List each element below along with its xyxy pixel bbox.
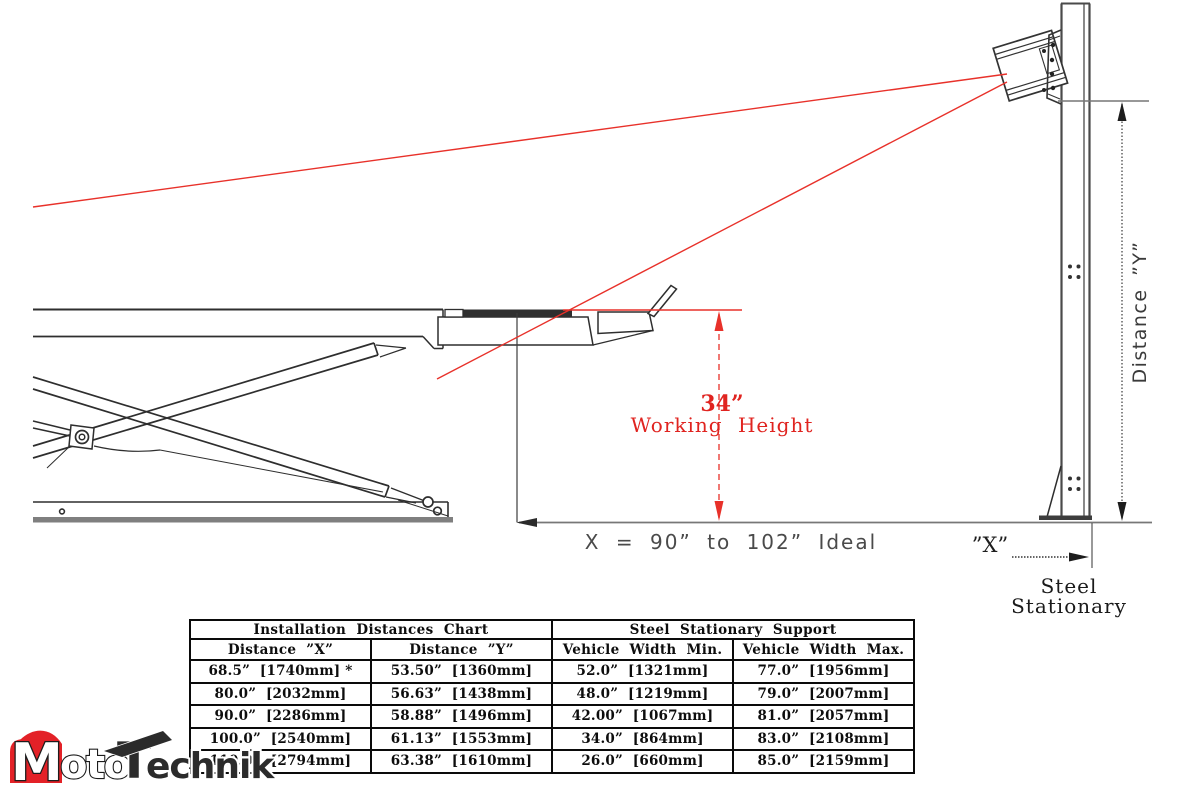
distance-y-label: Distance ”Y”	[1129, 240, 1151, 383]
cell-distance-x: 80.0” [2032mm]	[189, 681, 372, 706]
cylinder-rod	[32, 420, 71, 437]
cell-width-min: 34.0” [864mm]	[551, 726, 735, 751]
installation-distances-table: Installation Distances Chart Steel Stati…	[188, 619, 916, 774]
cell-width-min: 26.0” [660mm]	[551, 749, 735, 774]
wheel-stop-flap	[646, 284, 678, 318]
column-header-distance-y: Distance ”Y”	[369, 638, 554, 661]
lift-base	[33, 501, 453, 523]
foot-tie-line	[397, 499, 449, 517]
dimension-lines	[516, 100, 1152, 568]
base-frame-line	[33, 501, 449, 517]
column-header-width-min: Vehicle Width Min.	[551, 638, 735, 661]
x-dimension-label: ”X”	[972, 533, 1008, 557]
table-row: 80.0” [2032mm] 56.63” [1438mm] 48.0” [12…	[189, 681, 916, 706]
working-height-arrow-bottom	[714, 501, 724, 521]
arm-top-gusset	[375, 344, 407, 358]
x-ideal-note: X = 90” to 102” Ideal	[585, 530, 877, 554]
cell-distance-x: 110.0” [2794mm]	[189, 749, 372, 774]
projector-panel	[1038, 44, 1061, 75]
arm-descending	[32, 376, 390, 498]
ground-bar	[33, 517, 453, 523]
cell-distance-y: 56.63” [1438mm]	[369, 681, 554, 706]
bracket-hatch	[1047, 35, 1061, 100]
working-height-arrow-top	[714, 311, 724, 331]
hydraulic-cylinder	[32, 420, 161, 469]
cell-distance-y: 53.50” [1360mm]	[369, 659, 554, 684]
table-group-header-installation: Installation Distances Chart	[188, 619, 554, 640]
deck-box	[437, 316, 594, 346]
table-row: 100.0” [2540mm] 61.13” [1553mm] 34.0” [8…	[189, 726, 916, 751]
cell-width-min: 48.0” [1219mm]	[551, 681, 735, 706]
support-link	[46, 445, 71, 469]
hose-curve	[93, 445, 161, 452]
projector-louvers	[994, 36, 1067, 96]
camera-projector	[992, 29, 1069, 105]
laser-line-lower	[436, 81, 1008, 380]
laser-projection	[32, 73, 1008, 521]
table-group-header-support: Steel Stationary Support	[551, 619, 916, 640]
table-row: 68.5” [1740mm] * 53.50” [1360mm] 52.0” […	[189, 659, 916, 684]
scissor-arms	[32, 342, 449, 517]
cell-width-max: 79.0” [2007mm]	[732, 681, 916, 706]
cell-distance-x: 100.0” [2540mm]	[189, 726, 372, 751]
steel-column	[1039, 2, 1092, 520]
approach-ramp	[597, 311, 654, 335]
steel-stationary-label-line1: Steel	[1041, 574, 1098, 598]
x-arrowhead	[1069, 552, 1089, 562]
working-height-value: 34”	[700, 391, 743, 417]
cell-width-max: 83.0” [2108mm]	[732, 726, 916, 751]
table-row: 90.0” [2286mm] 58.88” [1496mm] 42.00” [1…	[189, 704, 916, 729]
column-base-plate	[1039, 515, 1092, 520]
foot-roller-outer	[422, 496, 434, 508]
deck-notch	[444, 308, 464, 318]
laser-line-upper	[32, 73, 1008, 208]
base-bolt	[58, 508, 66, 515]
pivot-pin-outer	[74, 429, 90, 445]
cell-distance-y: 58.88” [1496mm]	[369, 704, 554, 729]
distance-y-arrow-bottom	[1117, 502, 1127, 521]
projector-body	[992, 29, 1069, 102]
column-bolts-upper	[1068, 264, 1081, 279]
column-gusset	[1046, 465, 1062, 518]
column-bolts-lower	[1068, 476, 1081, 491]
cell-width-max: 77.0” [1956mm]	[732, 659, 916, 684]
cell-width-min: 52.0” [1321mm]	[551, 659, 735, 684]
table-row: 110.0” [2794mm] 63.38” [1610mm] 26.0” [6…	[189, 749, 916, 774]
distance-y-arrow-top	[1117, 102, 1127, 121]
ramp-underside	[592, 329, 654, 346]
column-header-width-max: Vehicle Width Max.	[732, 638, 916, 661]
pivot-pin-inner	[78, 433, 86, 441]
long-tie-rod	[159, 449, 384, 493]
cell-width-min: 42.00” [1067mm]	[551, 704, 735, 729]
working-height-label: Working Height	[631, 413, 814, 437]
cell-distance-x: 90.0” [2286mm]	[189, 704, 372, 729]
steel-stationary-label-line2: Stationary	[1011, 594, 1127, 618]
cell-width-max: 81.0” [2057mm]	[732, 704, 916, 729]
bracket-bolts	[1042, 42, 1056, 92]
cell-distance-y: 61.13” [1553mm]	[369, 726, 554, 751]
ground-arrowhead-left	[516, 518, 537, 527]
cell-width-max: 85.0” [2159mm]	[732, 749, 916, 774]
cell-distance-x: 68.5” [1740mm] *	[189, 659, 372, 684]
lift-platform	[33, 284, 678, 350]
column-header-distance-x: Distance ”X”	[189, 638, 372, 661]
cell-distance-y: 63.38” [1610mm]	[369, 749, 554, 774]
mounting-bracket	[1046, 29, 1062, 105]
